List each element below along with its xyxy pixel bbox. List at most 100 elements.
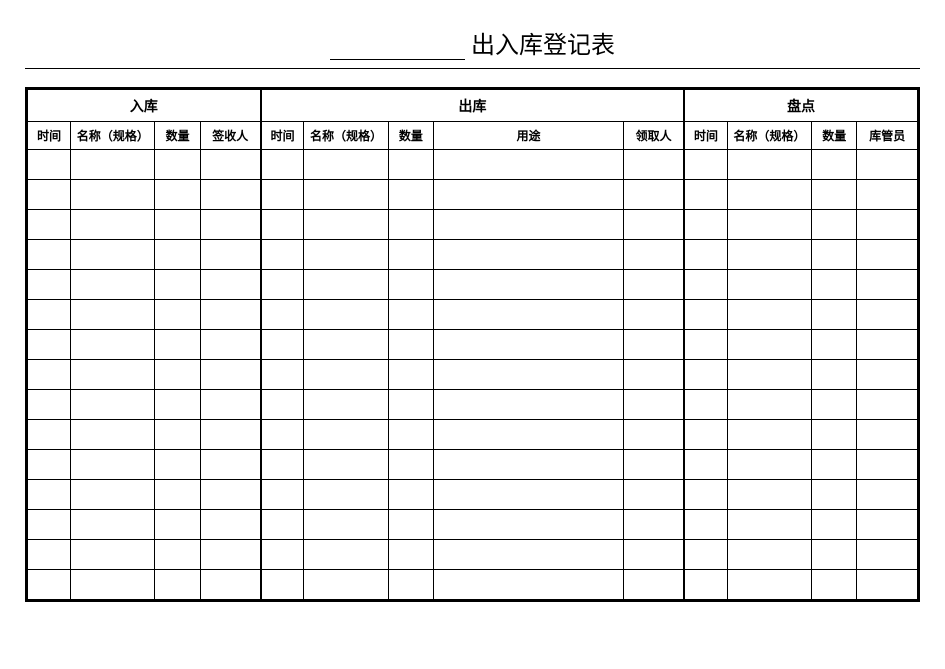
table-cell [304,570,388,600]
table-cell [28,150,71,180]
group-header-outbound: 出库 [261,90,684,122]
table-cell [812,270,857,300]
table-row [28,510,918,540]
table-cell [684,450,727,480]
table-cell [304,330,388,360]
table-cell [434,480,624,510]
table-cell [28,210,71,240]
table-cell [684,420,727,450]
group-header-row: 入库 出库 盘点 [28,90,918,122]
table-cell [71,270,155,300]
table-cell [200,270,260,300]
table-cell [624,510,684,540]
table-cell [684,510,727,540]
table-cell [388,510,433,540]
table-cell [624,180,684,210]
table-cell [200,210,260,240]
table-cell [434,510,624,540]
table-cell [200,180,260,210]
table-cell [28,450,71,480]
table-cell [261,240,304,270]
table-cell [200,420,260,450]
table-cell [71,390,155,420]
table-cell [388,450,433,480]
page-title-container: 出入库登记表 [25,25,920,60]
table-cell [624,390,684,420]
table-cell [71,180,155,210]
table-cell [200,390,260,420]
table-cell [857,180,918,210]
table-cell [304,210,388,240]
table-cell [155,540,200,570]
register-table-wrapper: 入库 出库 盘点 时间 名称（规格） 数量 签收人 时间 名称（规格） 数量 用… [25,87,920,602]
table-cell [388,240,433,270]
table-cell [304,270,388,300]
table-row [28,270,918,300]
table-cell [71,210,155,240]
col-inventory-qty: 数量 [812,122,857,150]
table-cell [812,540,857,570]
table-cell [155,270,200,300]
col-outbound-receiver: 领取人 [624,122,684,150]
table-cell [304,240,388,270]
table-cell [200,540,260,570]
table-cell [200,510,260,540]
table-cell [434,330,624,360]
table-cell [155,510,200,540]
table-cell [71,540,155,570]
table-cell [388,360,433,390]
col-inbound-name: 名称（规格） [71,122,155,150]
table-cell [684,150,727,180]
table-cell [812,510,857,540]
table-cell [727,180,811,210]
table-cell [388,180,433,210]
table-cell [812,150,857,180]
table-cell [624,210,684,240]
table-row [28,150,918,180]
table-cell [434,270,624,300]
table-cell [71,300,155,330]
table-cell [812,240,857,270]
table-cell [727,570,811,600]
table-cell [812,480,857,510]
table-cell [304,180,388,210]
table-cell [812,390,857,420]
table-cell [71,150,155,180]
table-cell [727,390,811,420]
table-cell [71,240,155,270]
table-cell [434,450,624,480]
table-cell [261,150,304,180]
table-cell [200,450,260,480]
table-cell [684,540,727,570]
table-cell [727,270,811,300]
table-cell [434,180,624,210]
table-row [28,180,918,210]
table-cell [624,450,684,480]
table-cell [388,480,433,510]
table-cell [28,360,71,390]
table-cell [261,480,304,510]
table-cell [304,150,388,180]
table-cell [28,540,71,570]
table-row [28,540,918,570]
col-inbound-signer: 签收人 [200,122,260,150]
table-cell [624,360,684,390]
table-cell [857,240,918,270]
table-cell [304,450,388,480]
table-cell [388,210,433,240]
table-cell [727,540,811,570]
page-title: 出入库登记表 [471,25,615,60]
table-cell [857,210,918,240]
table-cell [200,330,260,360]
table-cell [200,150,260,180]
table-cell [261,330,304,360]
table-cell [261,390,304,420]
table-cell [684,330,727,360]
table-cell [857,570,918,600]
table-cell [857,150,918,180]
table-cell [304,300,388,330]
table-cell [684,300,727,330]
table-row [28,330,918,360]
table-cell [28,270,71,300]
table-cell [304,540,388,570]
